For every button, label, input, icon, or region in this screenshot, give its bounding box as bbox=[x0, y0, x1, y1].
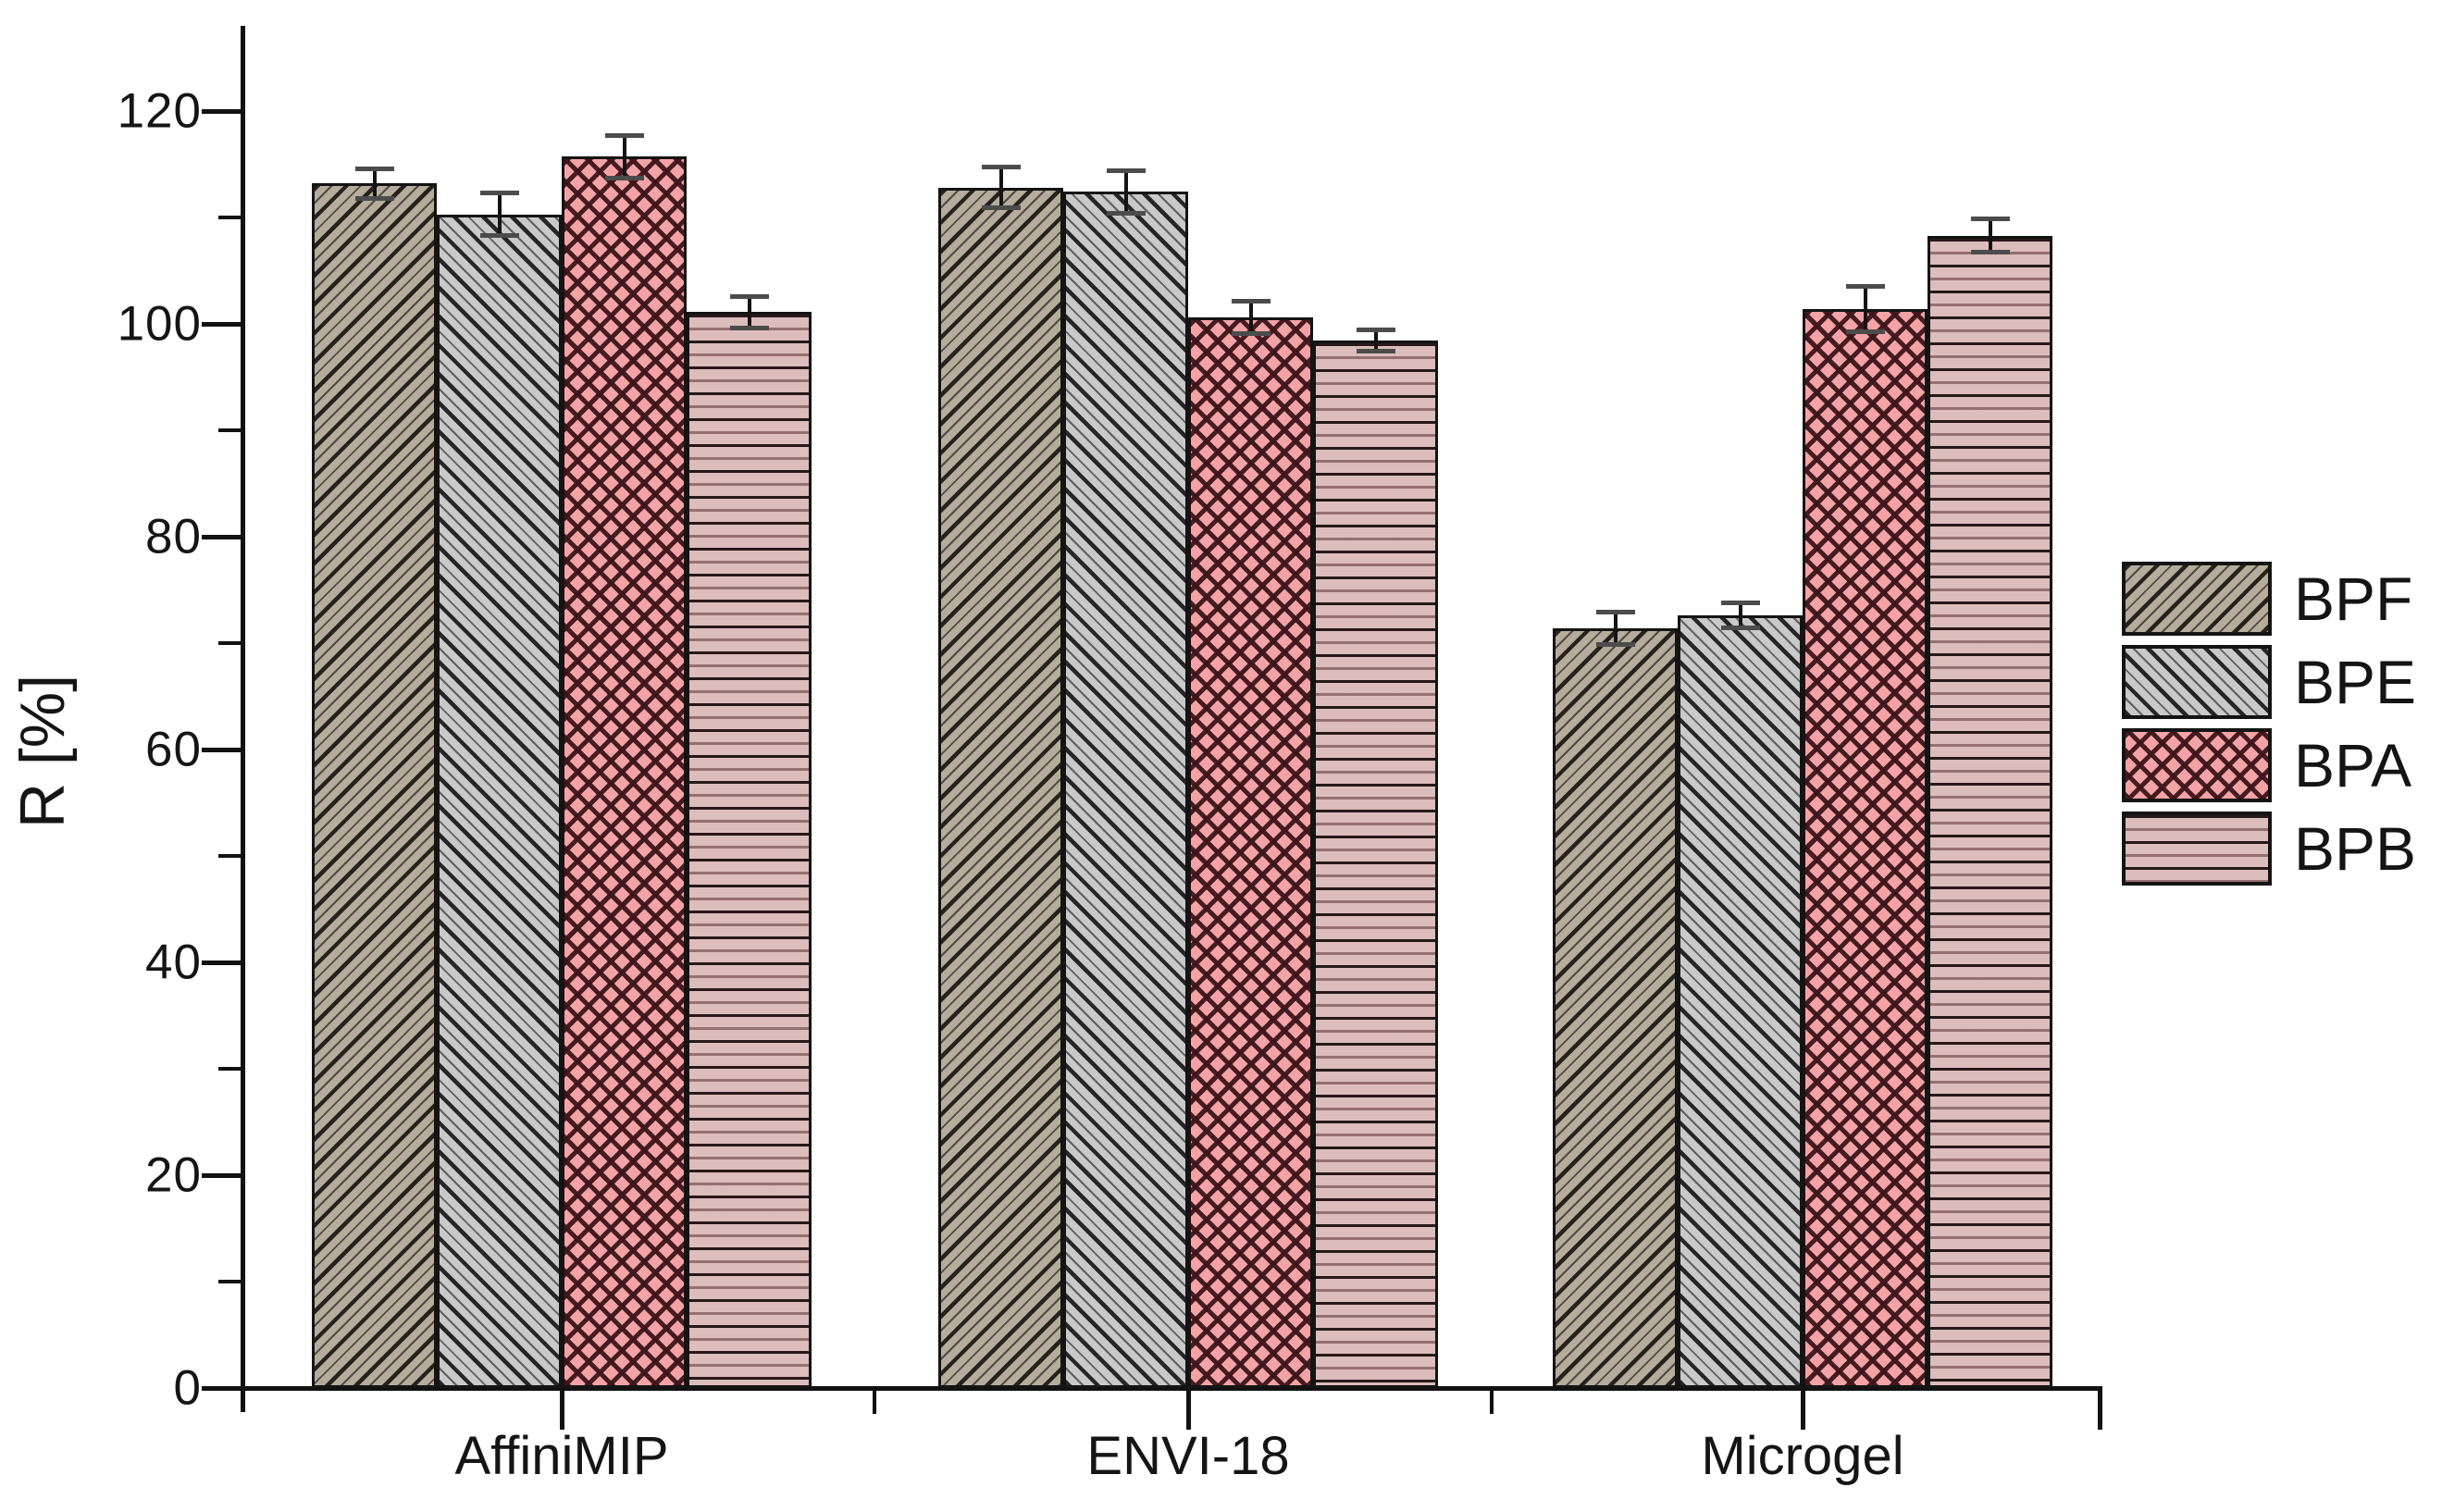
errorbar-stem-affinimip-bpf bbox=[372, 168, 377, 199]
errorbar-cap-bottom-microgel-bpa bbox=[1845, 328, 1885, 334]
bar-envi-18-bpf bbox=[938, 187, 1063, 1388]
category-label-affinimip: AffiniMIP bbox=[454, 1426, 669, 1486]
errorbar-stem-affinimip-bpe bbox=[497, 192, 502, 236]
errorbar-cap-top-envi-18-bpb bbox=[1356, 328, 1395, 333]
y-major-tick-40 bbox=[202, 960, 241, 965]
y-major-tick-0 bbox=[202, 1385, 241, 1391]
y-tick-label-100: 100 bbox=[117, 296, 202, 352]
legend-swatch-bpb bbox=[2122, 812, 2272, 886]
category-label-envi-18: ENVI-18 bbox=[1086, 1426, 1290, 1486]
bar-envi-18-bpa bbox=[1188, 317, 1313, 1388]
errorbar-cap-top-microgel-bpf bbox=[1595, 610, 1635, 615]
errorbar-cap-bottom-envi-18-bpa bbox=[1231, 330, 1271, 336]
errorbar-cap-bottom-affinimip-bpe bbox=[479, 233, 519, 239]
y-minor-tick-50 bbox=[218, 854, 241, 858]
y-axis-line bbox=[241, 26, 245, 1412]
errorbar-stem-microgel-bpe bbox=[1738, 602, 1742, 628]
x-minor-tick-0 bbox=[873, 1388, 876, 1414]
errorbar-cap-bottom-envi-18-bpe bbox=[1106, 210, 1146, 216]
errorbar-stem-envi-18-bpf bbox=[998, 167, 1003, 208]
errorbar-cap-top-microgel-bpb bbox=[1970, 216, 2010, 221]
legend-swatch-bpa bbox=[2122, 728, 2272, 802]
legend-swatch-bpe bbox=[2122, 645, 2272, 719]
y-minor-tick-30 bbox=[218, 1067, 241, 1071]
bar-affinimip-bpa bbox=[562, 156, 687, 1388]
y-minor-tick-70 bbox=[218, 641, 241, 645]
errorbar-stem-envi-18-bpe bbox=[1123, 170, 1128, 214]
errorbar-cap-bottom-envi-18-bpb bbox=[1356, 349, 1395, 354]
y-minor-tick-110 bbox=[218, 216, 241, 219]
x-major-tick-affinimip bbox=[559, 1388, 564, 1430]
errorbar-cap-top-affinimip-bpe bbox=[479, 191, 519, 196]
y-tick-label-40: 40 bbox=[145, 935, 202, 990]
y-major-tick-20 bbox=[202, 1172, 241, 1178]
errorbar-cap-bottom-affinimip-bpf bbox=[354, 195, 394, 201]
errorbar-stem-affinimip-bpa bbox=[622, 135, 626, 179]
y-major-tick-80 bbox=[202, 534, 241, 539]
x-axis-end-tick bbox=[2098, 1388, 2102, 1430]
y-tick-label-120: 120 bbox=[117, 83, 202, 139]
bar-envi-18-bpe bbox=[1063, 192, 1188, 1388]
bar-envi-18-bpb bbox=[1313, 341, 1438, 1388]
legend-swatch-bpf bbox=[2122, 562, 2272, 636]
bar-affinimip-bpb bbox=[687, 312, 812, 1388]
errorbar-stem-envi-18-bpa bbox=[1248, 301, 1253, 334]
errorbar-cap-top-envi-18-bpf bbox=[981, 165, 1021, 170]
legend-label-bpb: BPB bbox=[2294, 814, 2417, 883]
x-major-tick-microgel bbox=[1800, 1388, 1805, 1430]
x-minor-tick-1 bbox=[1490, 1388, 1494, 1414]
y-tick-label-80: 80 bbox=[145, 509, 202, 564]
legend-label-bpe: BPE bbox=[2294, 648, 2417, 716]
errorbar-cap-top-affinimip-bpb bbox=[729, 293, 769, 299]
errorbar-stem-microgel-bpb bbox=[1988, 218, 1992, 253]
bar-affinimip-bpf bbox=[312, 183, 437, 1388]
errorbar-stem-envi-18-bpb bbox=[1373, 329, 1378, 352]
y-major-tick-60 bbox=[202, 747, 241, 752]
bar-affinimip-bpe bbox=[437, 214, 562, 1388]
bar-microgel-bpa bbox=[1803, 308, 1928, 1388]
errorbar-stem-affinimip-bpb bbox=[747, 296, 751, 328]
errorbar-cap-bottom-affinimip-bpb bbox=[729, 326, 769, 331]
errorbar-cap-top-envi-18-bpe bbox=[1106, 167, 1146, 173]
errorbar-stem-microgel-bpf bbox=[1613, 612, 1618, 645]
errorbar-cap-top-envi-18-bpa bbox=[1231, 299, 1271, 304]
y-major-tick-120 bbox=[202, 108, 241, 114]
errorbar-cap-top-microgel-bpe bbox=[1720, 600, 1760, 605]
errorbar-cap-bottom-microgel-bpe bbox=[1720, 626, 1760, 631]
errorbar-cap-top-affinimip-bpf bbox=[354, 166, 394, 171]
x-major-tick-envi-18 bbox=[1185, 1388, 1191, 1430]
errorbar-cap-bottom-microgel-bpf bbox=[1595, 641, 1635, 647]
errorbar-cap-top-affinimip-bpa bbox=[604, 132, 644, 138]
y-minor-tick-10 bbox=[218, 1280, 241, 1283]
y-tick-label-0: 0 bbox=[173, 1360, 202, 1416]
bar-microgel-bpe bbox=[1678, 615, 1803, 1388]
legend-label-bpa: BPA bbox=[2294, 731, 2412, 799]
y-tick-label-60: 60 bbox=[145, 722, 202, 777]
category-label-microgel: Microgel bbox=[1701, 1426, 1904, 1486]
errorbar-stem-microgel-bpa bbox=[1863, 286, 1867, 332]
y-tick-label-20: 20 bbox=[145, 1147, 202, 1203]
errorbar-cap-top-microgel-bpa bbox=[1845, 284, 1885, 290]
errorbar-cap-bottom-envi-18-bpf bbox=[981, 205, 1021, 211]
x-axis-line bbox=[206, 1386, 2102, 1391]
y-minor-tick-90 bbox=[218, 428, 241, 432]
y-major-tick-100 bbox=[202, 321, 241, 327]
errorbar-cap-bottom-microgel-bpb bbox=[1970, 250, 2010, 255]
errorbar-cap-bottom-affinimip-bpa bbox=[604, 175, 644, 180]
bar-microgel-bpb bbox=[1928, 235, 2052, 1388]
legend-label-bpf: BPF bbox=[2294, 564, 2413, 633]
bar-microgel-bpf bbox=[1553, 627, 1678, 1388]
